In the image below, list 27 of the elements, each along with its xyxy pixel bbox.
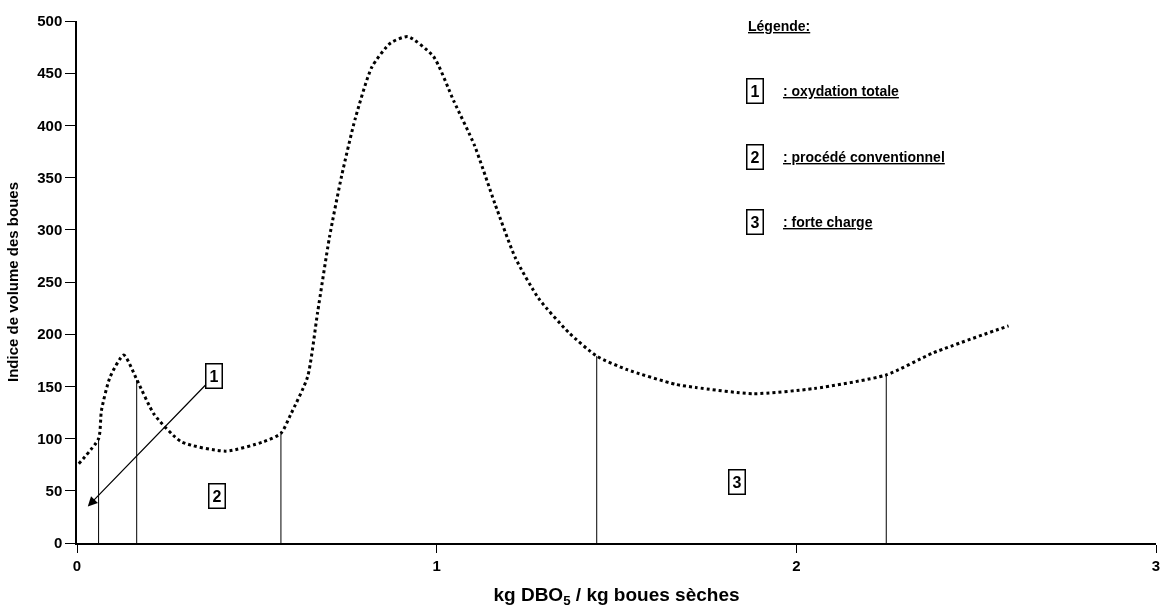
y-tick-label: 350: [37, 168, 63, 186]
y-tick-label: 100: [37, 429, 63, 447]
annotation: 3: [750, 213, 760, 231]
y-tick-label: 500: [37, 12, 63, 30]
y-tick-label: 400: [37, 116, 63, 134]
y-tick-label: 50: [45, 482, 63, 500]
annotation: Légende:: [748, 18, 811, 34]
y-axis-title: Indice de volume des boues: [3, 181, 21, 383]
x-axis-title: kg DBO$_{5}$ / kg boues sèches: [493, 584, 740, 609]
x-tick-label: 2: [792, 556, 801, 574]
annotation: : oxydation totale: [783, 83, 900, 99]
annotation: 1: [209, 367, 219, 385]
y-tick-label: 250: [37, 273, 63, 291]
y-tick-label: 150: [37, 377, 63, 395]
annotation: 3: [732, 473, 742, 491]
annotation: : forte charge: [783, 214, 873, 230]
y-tick-label: 0: [53, 534, 63, 552]
annotation: 1: [750, 82, 760, 100]
y-tick-label: 200: [37, 325, 63, 343]
y-tick-label: 300: [37, 221, 63, 239]
x-tick-label: 3: [1151, 556, 1161, 574]
annotation: : procédé conventionnel: [783, 149, 945, 165]
y-tick-label: 450: [37, 64, 63, 82]
x-tick-label: 0: [72, 556, 82, 574]
x-tick-label: 1: [432, 556, 441, 574]
annotation: 2: [750, 148, 760, 166]
annotation: 2: [212, 487, 222, 505]
